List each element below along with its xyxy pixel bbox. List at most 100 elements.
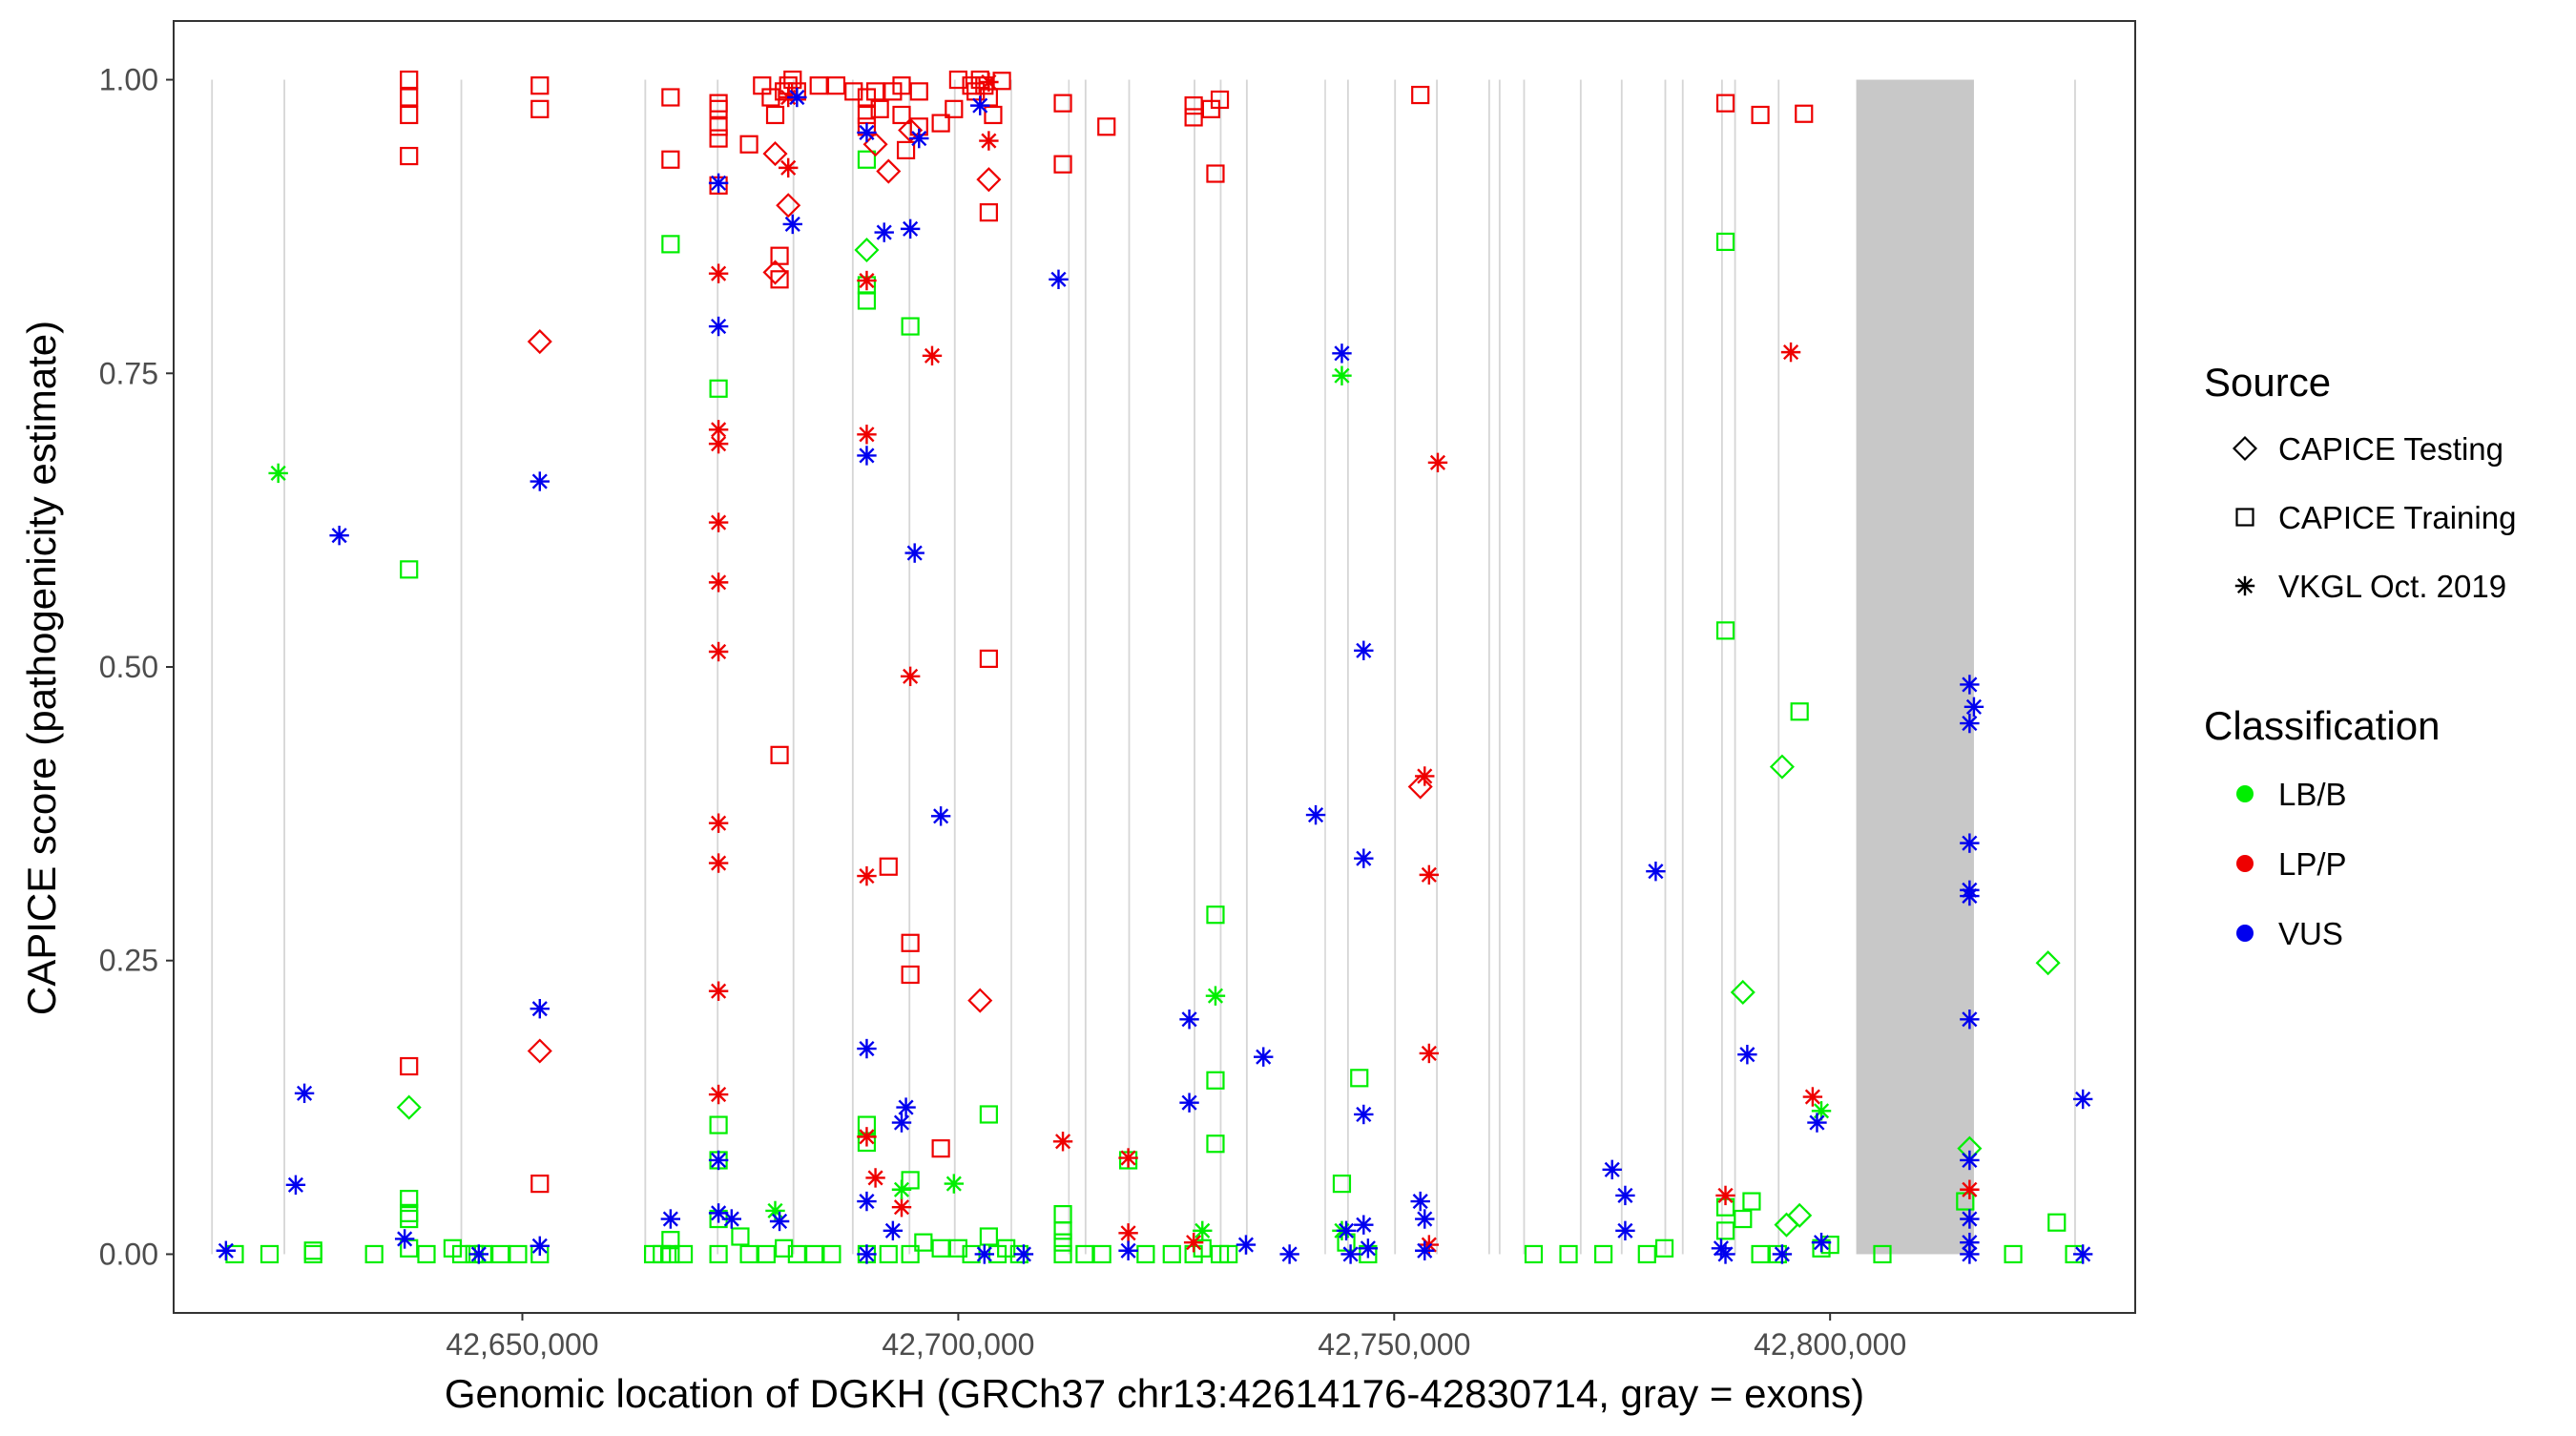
asterisk-point xyxy=(979,72,999,93)
asterisk-point xyxy=(1602,1159,1622,1180)
square-point xyxy=(914,1233,933,1252)
square-point xyxy=(530,76,550,95)
square-point xyxy=(896,140,916,159)
asterisk-point xyxy=(708,433,729,454)
square-point xyxy=(901,317,920,336)
y-axis-title: CAPICE score (pathogenicity estimate) xyxy=(19,321,64,1015)
diamond-point xyxy=(527,1038,552,1064)
x-axis: 42,650,000 42,700,000 42,750,000 42,800,000 xyxy=(446,1313,1906,1362)
asterisk-point xyxy=(1960,885,1980,906)
square-point xyxy=(770,745,789,764)
asterisk-point xyxy=(1811,1232,1832,1253)
asterisk-point xyxy=(1305,804,1326,825)
asterisk-point xyxy=(530,471,550,491)
asterisk-point xyxy=(904,543,924,563)
square-point xyxy=(731,1227,750,1246)
exon-band xyxy=(851,79,854,1255)
diamond-point xyxy=(854,237,880,263)
legend-item-label: CAPICE Testing xyxy=(2278,431,2503,467)
asterisk-point xyxy=(660,1209,681,1229)
legend-item-capice-testing: CAPICE Testing xyxy=(2232,431,2503,467)
asterisk-point xyxy=(891,1179,912,1199)
legend-item-lbb: LB/B xyxy=(2236,777,2347,812)
legend-square-icon xyxy=(2235,508,2254,527)
asterisk-point xyxy=(1615,1220,1635,1241)
square-point xyxy=(945,99,964,118)
asterisk-point xyxy=(857,1038,877,1059)
asterisk-point xyxy=(1205,986,1226,1006)
asterisk-point xyxy=(1780,342,1801,363)
square-point xyxy=(530,99,550,118)
asterisk-point xyxy=(900,219,921,239)
asterisk-point xyxy=(1354,1215,1374,1235)
asterisk-point xyxy=(1236,1235,1257,1255)
asterisk-point xyxy=(909,128,929,149)
square-point xyxy=(879,857,898,876)
asterisk-point xyxy=(974,1244,995,1264)
exon-band xyxy=(1436,79,1438,1255)
diamond-point xyxy=(1407,774,1433,800)
square-point xyxy=(303,1241,322,1260)
exon-band xyxy=(1245,79,1248,1255)
legend-source-title: Source xyxy=(2204,360,2331,405)
square-point xyxy=(417,1244,436,1264)
asterisk-point xyxy=(708,1084,729,1105)
square-point xyxy=(1873,1244,1892,1264)
diamond-point xyxy=(762,260,788,285)
asterisk-point xyxy=(1419,1043,1440,1064)
square-point xyxy=(1206,164,1225,183)
exon-band xyxy=(1219,79,1222,1255)
asterisk-point xyxy=(1332,365,1352,385)
square-point xyxy=(400,560,419,579)
asterisk-point xyxy=(708,512,729,532)
asterisk-point xyxy=(1615,1185,1635,1206)
square-point xyxy=(1795,104,1814,123)
exon-band xyxy=(1681,79,1684,1255)
square-point xyxy=(709,129,728,148)
square-point xyxy=(1206,1071,1225,1090)
asterisk-point xyxy=(2234,575,2255,596)
asterisk-point xyxy=(468,1244,489,1264)
diamond-point xyxy=(776,193,801,219)
legend-lpp-dot-icon xyxy=(2236,855,2254,872)
square-point xyxy=(400,146,419,166)
diamond-point xyxy=(976,167,1002,193)
x-tick-label: 42,700,000 xyxy=(882,1327,1034,1362)
square-point xyxy=(857,150,877,169)
exon-band xyxy=(1664,79,1667,1255)
asterisk-point xyxy=(857,1244,877,1264)
square-point xyxy=(400,1238,419,1258)
legend-item-label: LB/B xyxy=(2278,777,2347,812)
square-point xyxy=(948,1238,968,1258)
asterisk-point xyxy=(857,1191,877,1212)
asterisk-point xyxy=(1118,1240,1138,1260)
asterisk-point xyxy=(708,316,729,337)
asterisk-point xyxy=(1410,1191,1430,1212)
asterisk-point xyxy=(1118,1223,1138,1243)
square-point xyxy=(661,1244,680,1264)
square-point xyxy=(739,1244,758,1264)
square-point xyxy=(931,1139,950,1158)
legend-asterisk-icon xyxy=(2234,575,2255,596)
square-point xyxy=(1206,1134,1225,1154)
square-point xyxy=(709,1244,728,1264)
asterisk-point xyxy=(779,157,799,178)
square-point xyxy=(709,379,728,398)
asterisk-point xyxy=(1427,452,1448,473)
asterisk-point xyxy=(857,1127,877,1147)
asterisk-point xyxy=(1354,640,1374,660)
square-point xyxy=(1053,155,1072,174)
asterisk-point xyxy=(1415,1240,1435,1260)
asterisk-point xyxy=(1807,1113,1827,1133)
asterisk-point xyxy=(857,446,877,466)
square-point xyxy=(892,76,911,95)
square-point xyxy=(805,1244,824,1264)
exon-band xyxy=(1579,79,1582,1255)
asterisk-point xyxy=(883,1220,904,1241)
square-point xyxy=(879,1244,898,1264)
asterisk-point xyxy=(1419,864,1440,885)
square-point xyxy=(979,1227,998,1246)
square-point xyxy=(1734,1209,1753,1229)
square-point xyxy=(1184,96,1203,115)
